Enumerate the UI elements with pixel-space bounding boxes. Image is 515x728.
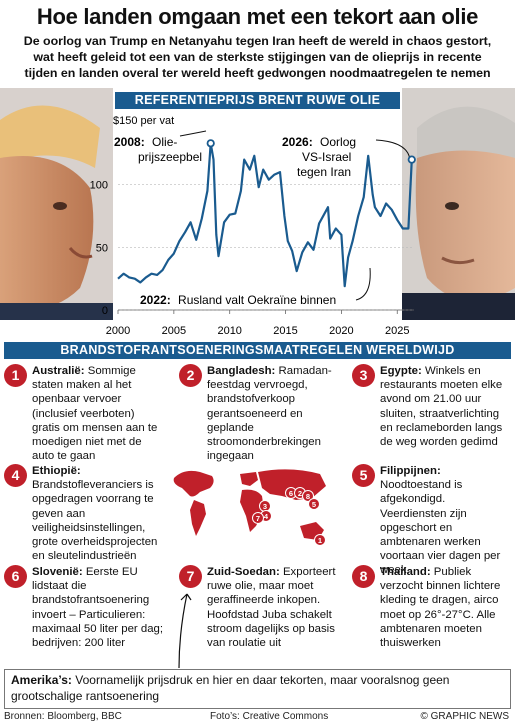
chart-section-header: REFERENTIEPRIJS BRENT RUWE OLIE <box>115 92 400 109</box>
brent-price-line <box>117 142 413 288</box>
measure-number: 1 <box>4 364 27 387</box>
measure-egypt: 3 Egypte: Winkels en restaurants moeten … <box>352 364 510 464</box>
annotation-2022-arrow <box>355 267 371 301</box>
x-tick-label: 2015 <box>273 325 297 337</box>
annotation-2022-year: 2022: <box>140 293 171 307</box>
svg-text:8: 8 <box>306 492 310 501</box>
measure-number: 8 <box>352 565 375 588</box>
map-marker-7: 7 <box>252 512 264 524</box>
measure-thailand: 8 Thailand: Publiek verzocht binnen lich… <box>352 565 510 665</box>
map-marker-1: 1 <box>314 534 326 546</box>
measure-country: Filippijnen: <box>380 465 441 477</box>
portrait-right <box>402 88 515 320</box>
x-tick-label: 2025 <box>385 325 409 337</box>
annotation-2026-line1: Oorlog <box>320 135 356 149</box>
measure-text: Winkels en restaurants moeten elke avond… <box>380 365 503 449</box>
x-tick-label: 2000 <box>106 325 130 337</box>
measure-south-sudan: 7 Zuid-Soedan: Exporteert ruwe olie, maa… <box>179 565 342 665</box>
measure-number: 5 <box>352 464 375 487</box>
footer-photos: Foto’s: Creative Commons <box>210 711 329 722</box>
measure-slovenia: 6 Slovenië: Eerste EU lidstaat die brand… <box>4 565 164 665</box>
svg-text:4: 4 <box>264 512 269 521</box>
x-tick-label: 2010 <box>217 325 241 337</box>
measure-country: Australië: <box>32 365 85 377</box>
map-marker-3: 3 <box>259 500 271 512</box>
annotation-2022-text: Rusland valt Oekraïne binnen <box>178 293 336 307</box>
measure-country: Ethiopië: <box>32 465 81 477</box>
measure-country: Zuid-Soedan: <box>207 566 280 578</box>
annotation-2008-year: 2008: <box>114 135 145 149</box>
measure-text: Sommige staten maken al het openbaar ver… <box>32 365 158 463</box>
measure-text: Noodtoestand is afgekondigd. Veerdienste… <box>380 479 501 577</box>
y-tick-label: 0 <box>102 305 108 317</box>
brent-price-chart: 0 50 100 2000 2005 2010 2015 2020 2025 $150 per … <box>90 115 416 337</box>
svg-text:2026: Oorlog: 2026: Oorlog <box>282 135 356 149</box>
end-2026-marker <box>407 155 416 164</box>
annotation-2026-line2: VS-Israel <box>302 150 351 164</box>
svg-text:7: 7 <box>256 514 260 523</box>
annotation-2026-line3: tegen Iran <box>297 165 351 179</box>
measure-number: 3 <box>352 364 375 387</box>
svg-text:1: 1 <box>318 536 322 545</box>
americas-note: Amerika’s: Voornamelijk prijsdruk en hie… <box>4 669 511 709</box>
americas-label: Amerika’s: <box>11 673 72 687</box>
annotation-2008-line1: Olie- <box>152 135 177 149</box>
measure-country: Egypte: <box>380 365 422 377</box>
y-axis-label: $150 per vat <box>113 115 174 127</box>
map-marker-8: 8 <box>302 490 314 502</box>
footer-credit: © GRAPHIC NEWS <box>420 711 510 722</box>
measure-text: Eerste EU lidstaat die brandstofrantsoen… <box>32 566 164 650</box>
page-subtitle: De oorlog van Trump en Netanyahu tegen I… <box>23 34 492 80</box>
measure-text: Brandstofleveranciers is opgedragen voor… <box>32 479 158 563</box>
page-title: Hoe landen omgaan met een tekort aan oli… <box>36 4 479 29</box>
peak-2008-marker <box>206 139 215 148</box>
measure-australia: 1 Australië: Sommige staten maken al het… <box>4 364 164 464</box>
measure-number: 7 <box>179 565 202 588</box>
americas-pointer-line <box>178 593 192 669</box>
measure-country: Thailand: <box>380 566 431 578</box>
measure-ethiopia: 4 Ethiopië: Brandstofleveranciers is opg… <box>4 464 164 564</box>
map-marker-5: 5 <box>308 498 320 510</box>
measure-bangladesh: 2 Bangladesh: Ramadan-feestdag vervroegd… <box>179 364 342 464</box>
y-tick-label: 50 <box>96 242 108 254</box>
svg-text:2: 2 <box>298 489 302 498</box>
svg-text:2022: Rusland valt Oekraïn: 2022: Rusland valt Oekraïne binnen <box>140 293 336 307</box>
measure-text: Ramadan-feestdag vervroegd, brandstofver… <box>207 365 332 463</box>
y-tick-label: 100 <box>90 180 108 192</box>
measure-philippines: 5 Filippijnen: Noodtoestand is afgekondi… <box>352 464 510 576</box>
measure-text: Exporteert ruwe olie, maar moet geraffin… <box>207 566 336 650</box>
measure-number: 2 <box>179 364 202 387</box>
annotation-2026-year: 2026: <box>282 135 313 149</box>
svg-text:2008: Olie-: 2008: Olie- <box>114 135 177 149</box>
annotation-2026-arrow <box>375 139 411 161</box>
x-tick-label: 2005 <box>162 325 186 337</box>
svg-text:6: 6 <box>289 489 293 498</box>
measure-text: Publiek verzocht binnen lichtere kleding… <box>380 566 501 650</box>
footer-sources: Bronnen: Bloomberg, BBC <box>4 711 122 722</box>
measures-section-header: BRANDSTOFRANTSOENERINGSMAATREGELEN WEREL… <box>4 342 511 359</box>
svg-text:3: 3 <box>263 502 267 511</box>
measure-country: Slovenië: <box>32 566 83 578</box>
svg-text:5: 5 <box>312 500 316 509</box>
measure-country: Bangladesh: <box>207 365 276 377</box>
measure-number: 4 <box>4 464 27 487</box>
annotation-2008-arrow <box>179 130 207 137</box>
measure-number: 6 <box>4 565 27 588</box>
portrait-left <box>0 88 113 320</box>
world-map: 6 2 85 347 1 <box>173 469 326 546</box>
annotation-2008-line2: prijszeepbel <box>138 150 202 164</box>
americas-text: Voornamelijk prijsdruk en hier en daar t… <box>11 673 450 703</box>
x-tick-label: 2020 <box>329 325 353 337</box>
continents <box>173 469 326 540</box>
